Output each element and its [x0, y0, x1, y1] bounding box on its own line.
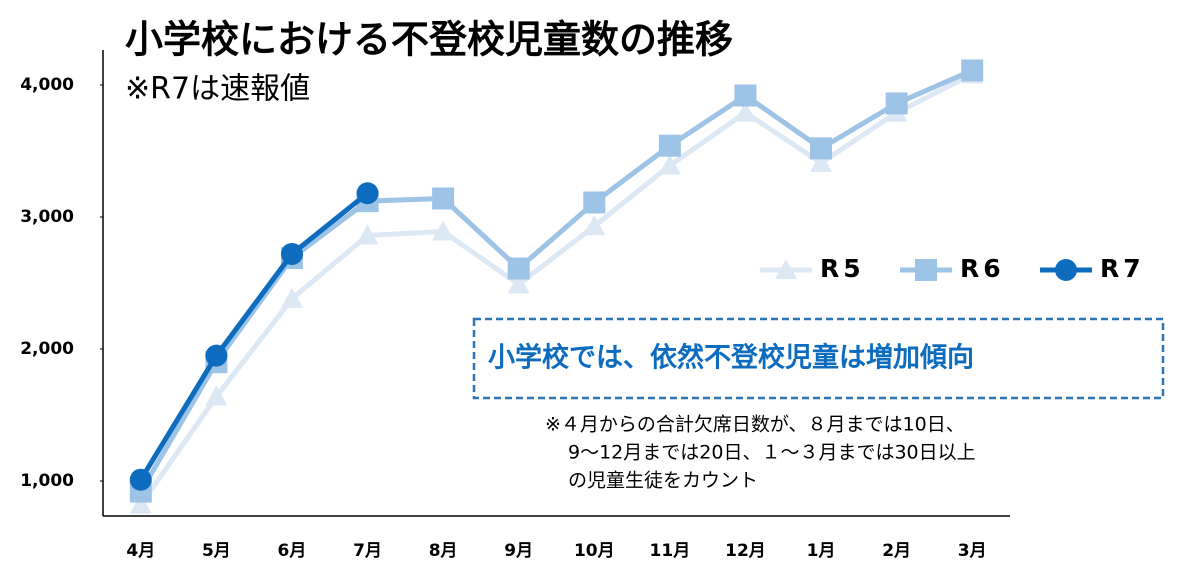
legend-marker: [915, 259, 937, 281]
annotation: 小学校では、依然不登校児童は増加傾向: [488, 342, 974, 374]
point: [280, 287, 303, 308]
note: ※４月からの合計欠席日数が、８月までは10日、: [545, 414, 965, 436]
series-line: [138, 72, 974, 507]
point: [356, 224, 379, 245]
point: [129, 468, 152, 491]
x-tick-label: 7月: [353, 541, 382, 561]
x-tick-label: 6月: [278, 541, 307, 561]
legend-label: R6: [960, 254, 1005, 283]
point: [658, 154, 681, 175]
chart-title: 小学校における不登校児童数の推移: [125, 18, 733, 62]
x-tick-label: 4月: [126, 541, 155, 561]
point: [961, 59, 984, 82]
y-tick-label: 4,000: [20, 75, 74, 95]
point: [734, 101, 757, 122]
note: の児童生徒をカウント: [568, 470, 758, 492]
point: [205, 385, 228, 406]
series-line: [138, 68, 974, 493]
legend-label: R5: [820, 254, 865, 283]
point: [810, 137, 833, 160]
x-tick-label: 1月: [807, 541, 836, 561]
y-tick-label: 3,000: [20, 207, 74, 227]
x-tick-label: 5月: [202, 541, 231, 561]
y-tick-label: 2,000: [20, 339, 74, 359]
y-tick-label: 1,000: [20, 471, 74, 491]
note: 9～12月までは20日、１～３月までは30日以上: [568, 442, 976, 464]
x-tick-label: 9月: [504, 541, 533, 561]
point: [885, 92, 908, 115]
legend-label: R7: [1100, 254, 1145, 283]
x-tick-label: 10月: [574, 541, 615, 561]
point: [432, 220, 455, 241]
legend-marker: [1055, 259, 1077, 281]
point: [810, 151, 833, 172]
x-tick-label: 2月: [882, 541, 911, 561]
x-tick-label: 3月: [958, 541, 987, 561]
point: [507, 257, 530, 280]
point: [356, 182, 379, 205]
point: [205, 344, 228, 367]
legend-marker: [775, 259, 797, 279]
series-line: [138, 191, 370, 481]
annotation-box: [472, 317, 1165, 400]
point: [280, 242, 303, 265]
point: [583, 191, 606, 214]
point: [129, 493, 152, 514]
point: [734, 84, 757, 107]
x-tick-label: 12月: [725, 541, 766, 561]
point: [583, 215, 606, 236]
point: [658, 134, 681, 157]
x-tick-label: 11月: [650, 541, 691, 561]
point: [432, 187, 455, 210]
x-tick-label: 8月: [429, 541, 458, 561]
point: [507, 273, 530, 294]
chart-subtitle: ※R7は速報値: [125, 72, 310, 107]
